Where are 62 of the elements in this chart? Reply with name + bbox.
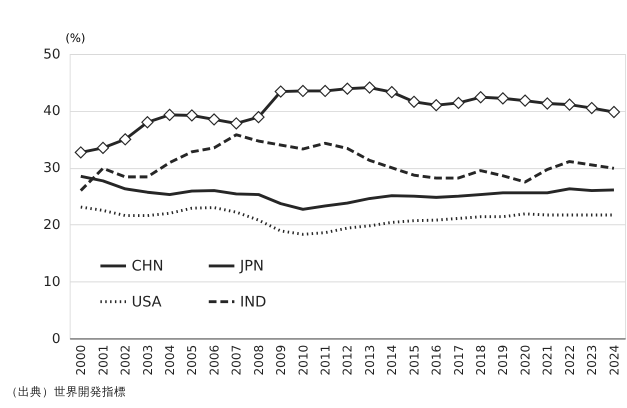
- point: [274, 85, 287, 98]
- point: [319, 84, 332, 98]
- point: [164, 108, 176, 121]
- x-tick-label: 2007: [230, 344, 244, 376]
- x-tick-label: 2000: [74, 344, 88, 376]
- x-tick-label: 2020: [518, 344, 532, 376]
- x-tick-label: 2011: [318, 344, 333, 376]
- legend-label: JPN: [238, 258, 264, 275]
- x-tick-label: 2009: [274, 344, 288, 376]
- point: [186, 109, 198, 122]
- x-tick-label: 2016: [430, 344, 444, 376]
- legend-label: USA: [132, 294, 162, 311]
- legend-label: IND: [240, 294, 266, 311]
- point: [296, 84, 310, 98]
- point: [496, 92, 509, 104]
- point: [474, 91, 487, 104]
- point: [452, 96, 465, 110]
- text: （出典）世界開発指標: [6, 384, 126, 398]
- x-tick-label: 2010: [296, 344, 310, 376]
- x-tick-label: 2002: [118, 344, 133, 376]
- x-tick-label: 2019: [496, 344, 510, 376]
- point: [563, 98, 576, 111]
- point: [252, 111, 265, 124]
- y-tick-label: 10: [43, 274, 60, 290]
- point: [518, 94, 532, 107]
- point: [586, 102, 598, 114]
- x-tick-label: 2015: [407, 344, 422, 376]
- x-tick-label: 2004: [162, 344, 177, 376]
- y-tick-label: 40: [43, 103, 60, 120]
- y-tick-label: 0: [52, 330, 60, 347]
- y-tick-label: 50: [43, 46, 60, 62]
- point: [430, 99, 442, 112]
- x-tick-label: 2013: [362, 344, 377, 376]
- x-tick-label: 2023: [585, 344, 600, 376]
- point: [341, 82, 354, 95]
- x-tick-label: 2014: [385, 344, 400, 376]
- point: [119, 133, 132, 146]
- x-tick-label: 2022: [562, 344, 577, 376]
- point: [608, 106, 620, 118]
- x-tick-label: 2006: [207, 344, 222, 376]
- point: [386, 86, 398, 98]
- point: [208, 113, 220, 126]
- point: [96, 142, 110, 154]
- x-tick-label: 2024: [607, 344, 622, 376]
- x-tick-label: 2021: [540, 344, 555, 376]
- x-tick-label: 2018: [474, 344, 488, 376]
- point: [541, 97, 554, 110]
- point: [408, 96, 420, 108]
- point: [230, 117, 242, 130]
- x-tick-label: 2017: [452, 344, 466, 376]
- legend-label: CHN: [132, 258, 164, 275]
- y-axis-title: (%): [65, 30, 86, 45]
- x-tick-label: 2003: [140, 344, 155, 376]
- x-tick-label: 2012: [340, 344, 355, 376]
- y-tick-label: 20: [43, 217, 60, 234]
- x-tick-label: 2008: [252, 344, 266, 376]
- point: [363, 81, 376, 94]
- point: [141, 116, 154, 128]
- y-tick-label: 30: [43, 160, 60, 176]
- x-tick-label: 2005: [185, 344, 200, 376]
- x-tick-label: 2001: [96, 344, 110, 376]
- point: [74, 146, 87, 159]
